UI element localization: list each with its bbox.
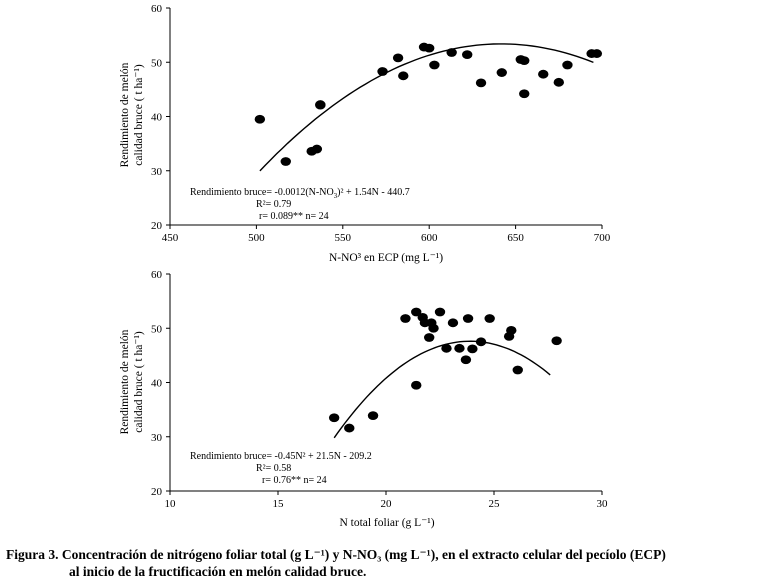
chart1-ticks: 450 500 550 600 650 700 20 30 40 50 60 — [151, 3, 611, 244]
chart1-point-18 — [519, 89, 530, 99]
chart2-r: r= 0.76** n= 24 — [262, 475, 327, 486]
chart2-point-5 — [411, 307, 422, 317]
figure-caption: Figura 3. Concentración de nitrógeno fol… — [6, 546, 766, 580]
chart1-y-axis-label-line1: Rendimiento de melón — [119, 62, 131, 167]
chart1-point-5 — [315, 100, 326, 109]
chart1-x-tick-label-5: 700 — [594, 232, 611, 244]
chart1-point-13 — [462, 50, 473, 60]
caption-line1: Figura 3. Concentración de nitrógeno fol… — [6, 547, 666, 562]
chart1-r2: R²= 0.79 — [256, 199, 291, 210]
chart1-point-23 — [591, 49, 603, 58]
chart2-ticks: 10 15 20 25 30 20 30 40 50 60 — [151, 269, 608, 510]
chart1-x-tick-label-3: 600 — [421, 232, 438, 244]
chart2-r2: R²= 0.58 — [256, 463, 291, 474]
chart2-point-11 — [434, 307, 446, 317]
chart1-y-tick-label-0: 20 — [151, 220, 163, 232]
chart2-point-12 — [441, 343, 452, 353]
chart1-y-tick-label-1: 30 — [151, 166, 163, 178]
chart2-point-22 — [512, 365, 523, 375]
chart1-x-tick-label-0: 450 — [162, 232, 179, 244]
caption-line2: al inicio de la fructificación en melón … — [69, 564, 367, 579]
chart2-y-tick-label-4: 60 — [151, 269, 163, 281]
chart1-r: r= 0.089** n= 24 — [259, 211, 329, 222]
chart1-y-tick-label-4: 60 — [151, 3, 163, 15]
chart1-x-tick-label-4: 650 — [507, 232, 524, 244]
chart1-point-1 — [280, 157, 291, 166]
chart1-x-tick-label-2: 550 — [335, 232, 352, 244]
chart2-point-16 — [462, 314, 474, 323]
chart2-y-tick-label-3: 50 — [151, 323, 163, 335]
chart2-x-tick-label-3: 25 — [489, 498, 501, 510]
chart2-points — [328, 307, 562, 433]
chart2-x-tick-label-4: 30 — [597, 498, 609, 510]
chart2-x-tick-label-1: 15 — [273, 498, 285, 510]
chart1-point-20 — [553, 77, 564, 87]
chart2-point-3 — [400, 314, 411, 323]
chart2-y-axis-label-line1: Rendimiento de melón — [119, 329, 131, 434]
chart1-point-17 — [519, 56, 530, 66]
chart2-point-8 — [424, 333, 435, 342]
chart1-points — [254, 42, 603, 166]
chart1-point-15 — [496, 68, 507, 77]
chart1-point-7 — [392, 53, 404, 63]
chart1-equation-tail: )² + 1.54N - 440.7 — [337, 187, 410, 198]
chart1-equation: Rendimiento bruce= -0.0012(N-NO3)² + 1.5… — [190, 187, 410, 200]
chart1-equation-sub: 3 — [334, 192, 338, 200]
chart2-point-0 — [328, 413, 340, 423]
chart-nno3-vs-yield: 450 500 550 600 650 700 20 30 40 50 60 N-NO³ en EC… — [119, 3, 611, 264]
chart2-x-tick-label-2: 20 — [381, 498, 393, 510]
chart1-x-tick-label-1: 500 — [248, 232, 265, 244]
chart2-y-tick-label-2: 40 — [151, 378, 163, 390]
chart2-x-axis-label: N total foliar (g L⁻¹) — [339, 517, 434, 529]
chart2-point-13 — [447, 318, 459, 328]
chart1-fit-curve — [259, 43, 594, 172]
chart2-point-14 — [454, 343, 465, 353]
chart2-x-tick-label-0: 10 — [165, 498, 177, 510]
chart1-point-8 — [398, 71, 409, 81]
chart1-point-10 — [424, 43, 435, 53]
chart1-point-3 — [311, 144, 323, 154]
chart2-y-tick-label-1: 30 — [151, 432, 163, 444]
chart2-point-2 — [367, 411, 379, 420]
chart2-point-23 — [551, 336, 562, 346]
chart-ntotal-vs-yield: 10 15 20 25 30 20 30 40 50 60 N total foliar (g L… — [119, 269, 608, 529]
chart1-point-19 — [538, 69, 549, 79]
chart1-y-tick-label-2: 40 — [151, 112, 163, 124]
chart1-point-11 — [429, 60, 440, 70]
chart2-point-21 — [506, 326, 517, 335]
chart2-y-tick-label-0: 20 — [151, 486, 163, 498]
chart2-point-4 — [411, 380, 422, 390]
chart2-y-axis-label-line2: calidad bruce ( t ha⁻¹) — [133, 331, 145, 433]
chart2-point-15 — [460, 355, 472, 365]
chart1-point-0 — [254, 114, 266, 124]
chart1-equation-main: Rendimiento bruce= -0.0012(N-NO — [190, 187, 334, 198]
chart1-y-axis-label-line2: calidad bruce ( t ha⁻¹) — [133, 64, 145, 166]
chart2-equation: Rendimiento bruce= -0.45N² + 21.5N - 209… — [190, 451, 372, 462]
chart1-x-axis-label: N-NO³ en ECP (mg L⁻¹) — [329, 252, 443, 264]
chart2-fit-curve — [333, 340, 551, 439]
chart2-point-10 — [428, 323, 439, 333]
chart1-y-tick-label-3: 50 — [151, 57, 163, 69]
chart1-point-21 — [562, 60, 573, 70]
chart2-point-1 — [344, 423, 355, 433]
chart1-point-14 — [475, 78, 487, 88]
chart2-point-17 — [467, 344, 478, 354]
chart2-point-19 — [484, 314, 495, 323]
